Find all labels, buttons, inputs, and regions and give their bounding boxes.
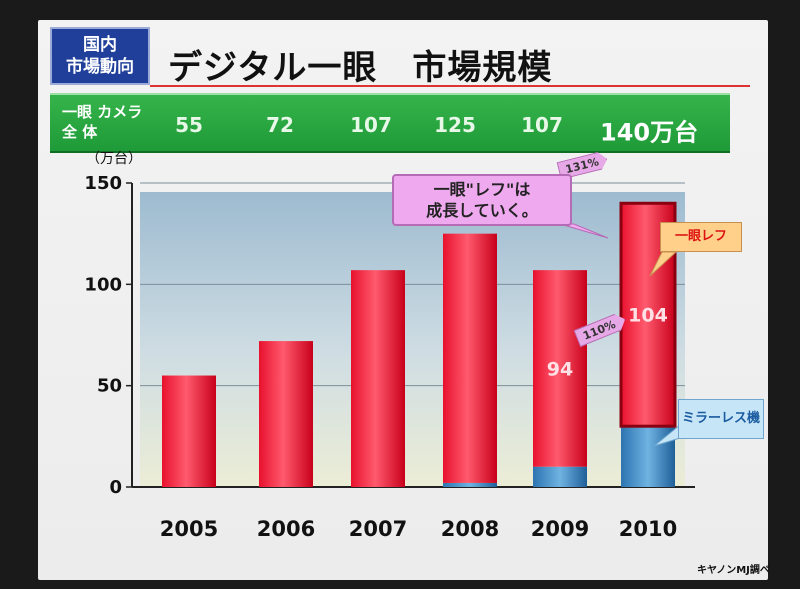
band-value-2008: 125 [434, 113, 476, 137]
title-divider [150, 85, 750, 87]
bar-slr-2009 [533, 270, 587, 467]
x-tick-label-2005: 2005 [160, 517, 218, 541]
y-tick-label-0: 0 [109, 477, 122, 498]
bar-slr-2008 [443, 233, 497, 483]
bar-mirrorless-2008 [443, 482, 497, 487]
legend-slr-pointer [649, 251, 678, 277]
total-market-band [50, 93, 730, 153]
source-note: キヤノンMJ調べ [697, 565, 770, 576]
bar-slr-2007 [351, 270, 405, 487]
x-tick-label-2010: 2010 [619, 517, 677, 541]
y-tick-label-150: 150 [84, 173, 122, 194]
x-tick-label-2006: 2006 [257, 517, 315, 541]
band-value-2009: 107 [521, 113, 563, 137]
slr-growth-callout: 一眼"レフ"は 成長していく。 [392, 174, 572, 226]
band-label-line2: 全 体 [62, 123, 98, 141]
x-tick-label-2007: 2007 [349, 517, 407, 541]
y-tick-label-50: 50 [97, 376, 122, 397]
callout-line2: 成長していく。 [426, 201, 538, 220]
badge-line1: 国内 [83, 35, 117, 55]
x-tick-label-2009: 2009 [531, 517, 589, 541]
bar-slr-2006 [259, 341, 313, 487]
band-value-2010: 140万台 [600, 118, 699, 147]
legend-slr: 一眼レフ [660, 222, 742, 252]
badge-line2: 市場動向 [66, 57, 134, 77]
band-value-2006: 72 [266, 113, 294, 137]
y-unit-label: （万台） [86, 151, 142, 167]
band-value-2007: 107 [350, 113, 392, 137]
data-label-2009: 94 [547, 358, 573, 380]
bar-mirrorless-2009 [533, 466, 587, 487]
band-value-2005: 55 [175, 113, 203, 137]
domestic-market-badge: 国内 市場動向 [50, 27, 150, 85]
page-title: デジタル一眼 市場規模 [168, 48, 553, 88]
data-label-2010: 104 [628, 305, 668, 327]
bar-slr-2005 [162, 375, 216, 487]
band-label-line1: 一眼 カメラ [62, 103, 143, 121]
legend-mirrorless: ミラーレス機 [678, 399, 764, 439]
x-tick-label-2008: 2008 [441, 517, 499, 541]
y-tick-label-100: 100 [84, 274, 122, 295]
callout-line1: 一眼"レフ"は [433, 180, 531, 199]
